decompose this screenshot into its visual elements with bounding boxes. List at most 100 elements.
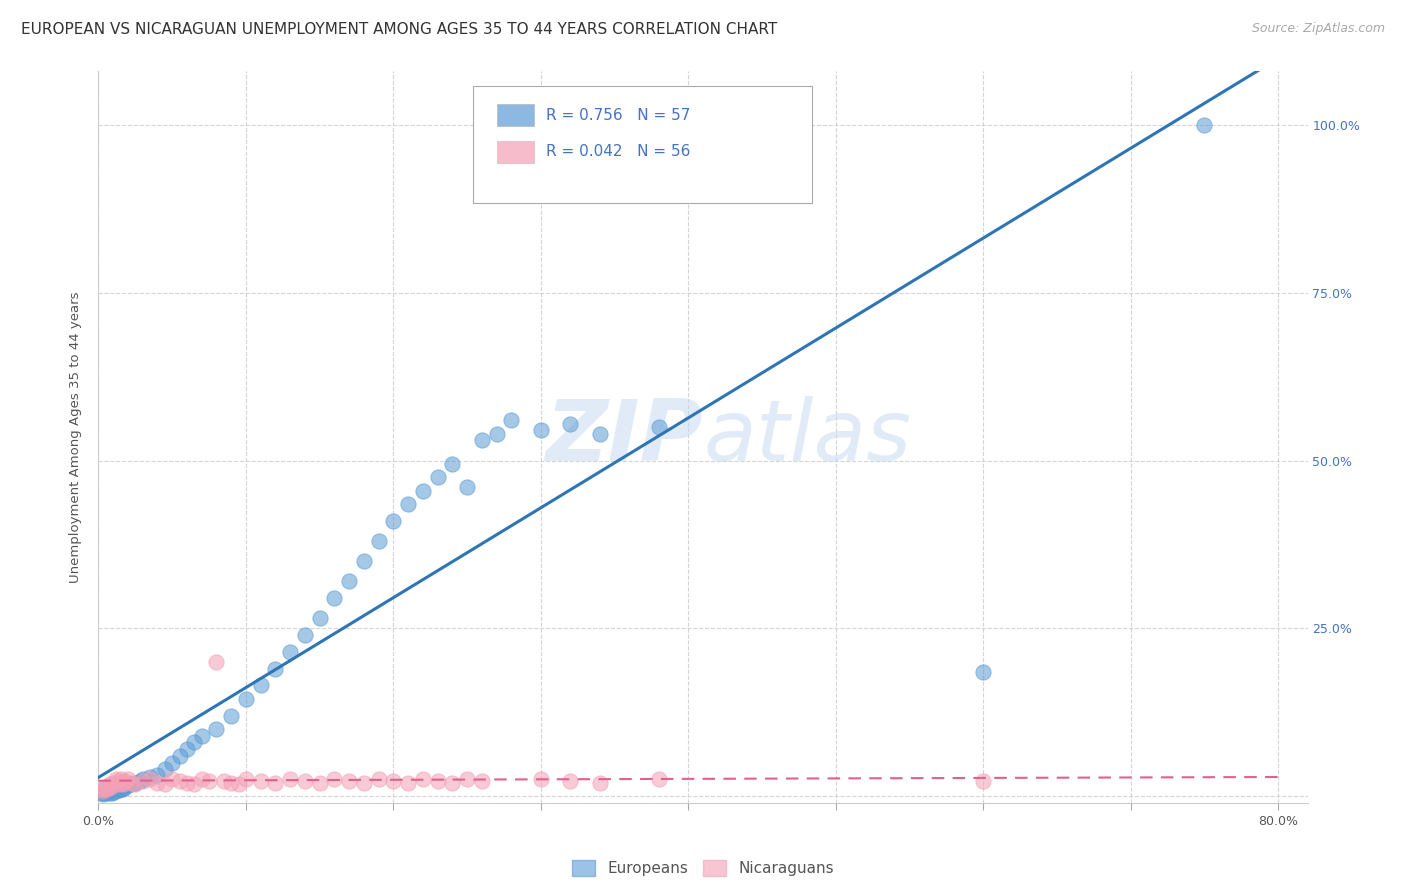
Point	[308, 611, 330, 625]
Point	[131, 772, 153, 787]
Point	[264, 775, 287, 789]
Y-axis label: Unemployment Among Ages 35 to 44 years: Unemployment Among Ages 35 to 44 years	[69, 292, 83, 582]
Point	[323, 772, 346, 787]
Point	[183, 777, 205, 791]
Point	[120, 777, 142, 791]
Point	[205, 722, 228, 736]
Point	[98, 783, 121, 797]
Point	[485, 426, 508, 441]
Point	[97, 786, 120, 800]
Point	[212, 774, 235, 789]
Point	[90, 786, 112, 800]
Point	[107, 774, 129, 789]
Point	[1194, 118, 1216, 132]
Point	[367, 534, 389, 549]
Point	[111, 779, 134, 793]
Point	[367, 772, 389, 787]
Point	[530, 772, 553, 787]
Point	[131, 774, 153, 789]
Point	[120, 775, 142, 789]
Point	[471, 774, 494, 789]
Point	[108, 783, 131, 797]
Point	[294, 774, 316, 789]
Point	[114, 780, 136, 795]
Text: atlas: atlas	[703, 395, 911, 479]
Point	[108, 777, 131, 791]
Point	[110, 772, 132, 787]
Point	[112, 782, 135, 797]
Point	[426, 774, 449, 789]
Point	[190, 729, 212, 743]
FancyBboxPatch shape	[474, 86, 811, 203]
Point	[105, 783, 128, 797]
Point	[337, 574, 360, 589]
Point	[96, 779, 118, 793]
Point	[110, 781, 132, 796]
Text: R = 0.756   N = 57: R = 0.756 N = 57	[546, 108, 690, 123]
FancyBboxPatch shape	[498, 141, 534, 163]
Point	[160, 772, 183, 787]
Point	[176, 742, 198, 756]
Point	[128, 774, 150, 789]
Point	[235, 772, 257, 787]
Point	[382, 514, 405, 528]
Text: Source: ZipAtlas.com: Source: ZipAtlas.com	[1251, 22, 1385, 36]
Point	[456, 772, 478, 787]
Point	[530, 423, 553, 437]
Point	[100, 779, 122, 793]
Point	[117, 778, 139, 792]
Point	[111, 775, 134, 789]
Point	[190, 772, 212, 787]
Point	[146, 775, 169, 789]
Point	[97, 780, 120, 795]
Point	[353, 554, 375, 568]
Point	[169, 748, 191, 763]
Point	[153, 762, 176, 776]
Point	[139, 772, 162, 787]
Point	[412, 483, 434, 498]
Point	[441, 457, 464, 471]
Point	[124, 775, 146, 789]
Point	[153, 777, 176, 791]
Point	[382, 774, 405, 789]
Point	[101, 775, 124, 789]
Point	[648, 772, 671, 787]
Point	[124, 777, 146, 791]
Point	[105, 772, 128, 787]
Point	[107, 780, 129, 795]
Legend: Europeans, Nicaraguans: Europeans, Nicaraguans	[565, 855, 841, 882]
Point	[100, 786, 122, 800]
FancyBboxPatch shape	[498, 104, 534, 127]
Point	[456, 480, 478, 494]
Text: ZIP: ZIP	[546, 395, 703, 479]
Point	[205, 655, 228, 669]
Point	[183, 735, 205, 749]
Point	[396, 775, 419, 789]
Point	[93, 780, 115, 795]
Point	[90, 782, 112, 797]
Point	[94, 786, 117, 800]
Point	[176, 775, 198, 789]
Point	[589, 775, 612, 789]
Point	[169, 774, 191, 789]
Point	[441, 775, 464, 789]
Point	[146, 767, 169, 781]
Point	[264, 662, 287, 676]
Point	[249, 678, 271, 692]
Point	[91, 787, 114, 801]
Point	[93, 785, 115, 799]
Point	[278, 645, 301, 659]
Point	[589, 426, 612, 441]
Point	[219, 708, 242, 723]
Point	[91, 783, 114, 797]
Point	[94, 782, 117, 797]
Point	[104, 777, 127, 791]
Point	[114, 774, 136, 789]
Point	[96, 784, 118, 798]
Point	[471, 434, 494, 448]
Point	[160, 756, 183, 770]
Point	[198, 774, 221, 789]
Point	[560, 774, 582, 789]
Point	[972, 665, 994, 679]
Point	[112, 777, 135, 791]
